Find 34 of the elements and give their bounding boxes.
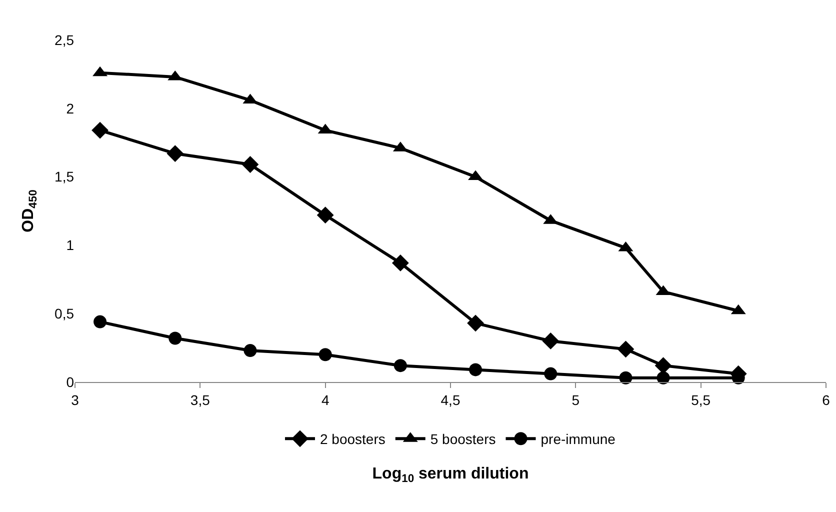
y-tick-label: 1,5 [54, 168, 74, 185]
y-tick-label: 1 [66, 237, 74, 254]
point [318, 348, 332, 362]
point [617, 340, 634, 358]
point [469, 363, 482, 376]
x-tick-label: 5,5 [691, 392, 711, 408]
point [92, 122, 108, 139]
point [394, 359, 407, 372]
legend-label: 5 boosters [430, 431, 496, 448]
point [467, 314, 484, 332]
point [244, 344, 257, 358]
x-tick-label: 4 [321, 392, 330, 408]
x-axis-title: Log$_{10}$ serum dilution [372, 466, 529, 485]
y-tick-label: 2,5 [54, 32, 74, 48]
point [656, 371, 670, 384]
x-tick-label: 3 [71, 392, 80, 408]
point [94, 315, 107, 328]
legend-label: pre-immune [540, 431, 616, 448]
x-tick-label: 5 [572, 392, 580, 408]
point [544, 367, 558, 380]
y-tick-label: 2 [66, 100, 74, 116]
x-tick-label: 4,5 [440, 392, 460, 408]
point [542, 332, 560, 350]
x-tick-label: 6 [822, 392, 830, 408]
y-tick-label: 0 [66, 374, 74, 390]
legend-label: 2 boosters [320, 431, 386, 448]
x-tick-label: 3,5 [190, 392, 210, 408]
point [316, 206, 334, 224]
point [242, 156, 259, 173]
point [168, 332, 182, 345]
point [166, 145, 184, 162]
point [392, 254, 409, 272]
y-tick-label: 0,5 [54, 306, 74, 322]
point [619, 371, 632, 384]
